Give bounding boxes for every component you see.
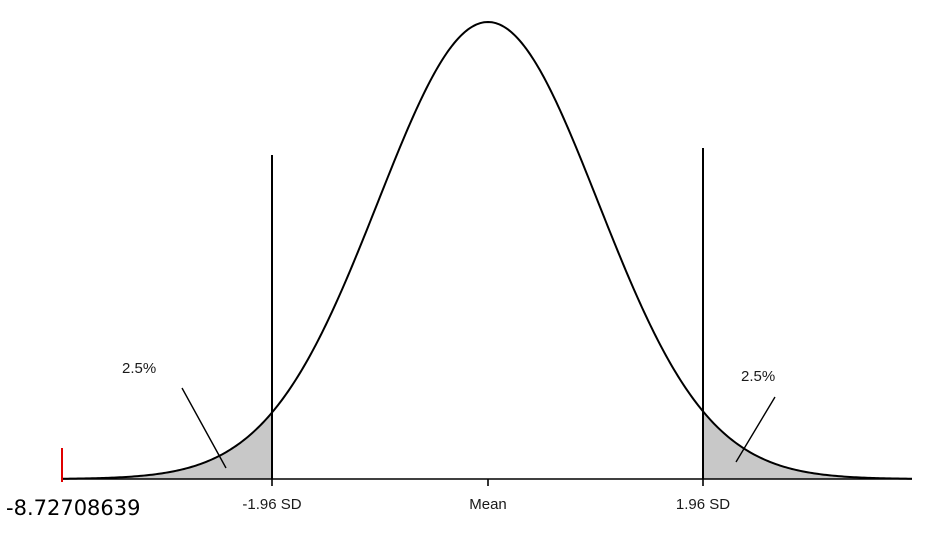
tick-label-mean: Mean bbox=[469, 496, 507, 513]
left-tail-leader bbox=[181, 387, 227, 469]
right-tail-leader bbox=[735, 396, 776, 463]
tick-label-plus-1-96-sd: 1.96 SD bbox=[676, 496, 730, 513]
right-tail-shading bbox=[703, 412, 912, 479]
corner-value-text: -8.72708639 bbox=[6, 496, 141, 520]
bell-curve bbox=[61, 20, 913, 480]
right-tail-label: 2.5% bbox=[741, 368, 775, 385]
left-tail-label: 2.5% bbox=[122, 360, 156, 377]
tick-label-minus-1-96-sd: -1.96 SD bbox=[242, 496, 301, 513]
left-tail-shading bbox=[62, 412, 273, 479]
